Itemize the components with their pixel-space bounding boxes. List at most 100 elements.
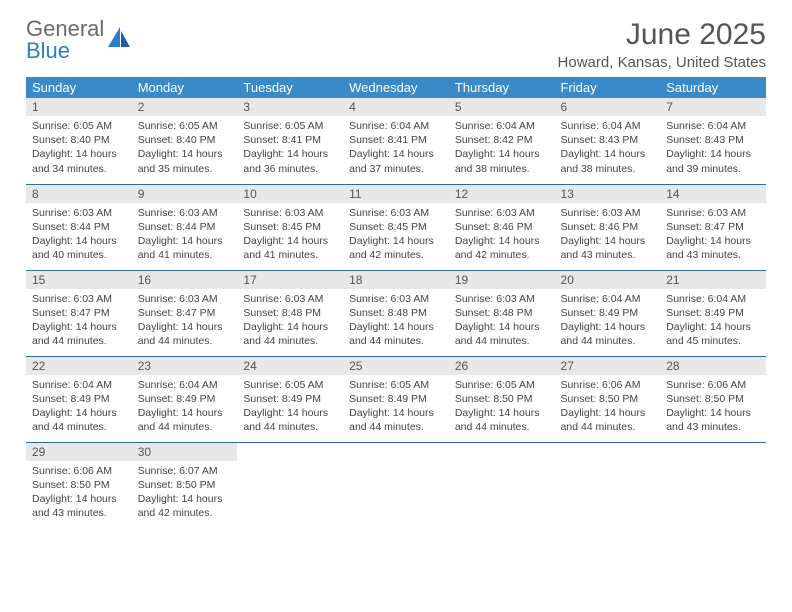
day-details: Sunrise: 6:03 AMSunset: 8:48 PMDaylight:…	[449, 289, 555, 354]
calendar-cell: 2Sunrise: 6:05 AMSunset: 8:40 PMDaylight…	[132, 98, 238, 184]
calendar-cell: 13Sunrise: 6:03 AMSunset: 8:46 PMDayligh…	[555, 184, 661, 270]
calendar-row: 1Sunrise: 6:05 AMSunset: 8:40 PMDaylight…	[26, 98, 766, 184]
day-number: 9	[132, 185, 238, 203]
day-number: 5	[449, 98, 555, 116]
title-block: June 2025 Howard, Kansas, United States	[558, 18, 766, 71]
calendar-cell: 16Sunrise: 6:03 AMSunset: 8:47 PMDayligh…	[132, 270, 238, 356]
day-details: Sunrise: 6:06 AMSunset: 8:50 PMDaylight:…	[555, 375, 661, 440]
calendar-row: 8Sunrise: 6:03 AMSunset: 8:44 PMDaylight…	[26, 184, 766, 270]
day-number: 17	[237, 271, 343, 289]
day-details: Sunrise: 6:06 AMSunset: 8:50 PMDaylight:…	[26, 461, 132, 526]
logo-text-blue: Blue	[26, 38, 70, 63]
calendar-cell: 20Sunrise: 6:04 AMSunset: 8:49 PMDayligh…	[555, 270, 661, 356]
day-details: Sunrise: 6:03 AMSunset: 8:47 PMDaylight:…	[660, 203, 766, 268]
calendar-cell	[555, 442, 661, 528]
day-details: Sunrise: 6:05 AMSunset: 8:40 PMDaylight:…	[132, 116, 238, 181]
calendar-cell: 6Sunrise: 6:04 AMSunset: 8:43 PMDaylight…	[555, 98, 661, 184]
calendar-cell: 14Sunrise: 6:03 AMSunset: 8:47 PMDayligh…	[660, 184, 766, 270]
day-details: Sunrise: 6:03 AMSunset: 8:48 PMDaylight:…	[237, 289, 343, 354]
day-number: 27	[555, 357, 661, 375]
day-details: Sunrise: 6:04 AMSunset: 8:43 PMDaylight:…	[555, 116, 661, 181]
day-number: 30	[132, 443, 238, 461]
day-details: Sunrise: 6:03 AMSunset: 8:46 PMDaylight:…	[449, 203, 555, 268]
day-number: 25	[343, 357, 449, 375]
weekday-header-row: SundayMondayTuesdayWednesdayThursdayFrid…	[26, 77, 766, 98]
day-number: 20	[555, 271, 661, 289]
calendar-cell: 29Sunrise: 6:06 AMSunset: 8:50 PMDayligh…	[26, 442, 132, 528]
calendar-cell: 4Sunrise: 6:04 AMSunset: 8:41 PMDaylight…	[343, 98, 449, 184]
day-number: 12	[449, 185, 555, 203]
day-details: Sunrise: 6:03 AMSunset: 8:47 PMDaylight:…	[132, 289, 238, 354]
day-details: Sunrise: 6:04 AMSunset: 8:49 PMDaylight:…	[26, 375, 132, 440]
day-details: Sunrise: 6:04 AMSunset: 8:42 PMDaylight:…	[449, 116, 555, 181]
day-number: 28	[660, 357, 766, 375]
day-number: 10	[237, 185, 343, 203]
weekday-header: Sunday	[26, 77, 132, 98]
calendar-cell: 22Sunrise: 6:04 AMSunset: 8:49 PMDayligh…	[26, 356, 132, 442]
day-number: 2	[132, 98, 238, 116]
weekday-header: Thursday	[449, 77, 555, 98]
day-number: 7	[660, 98, 766, 116]
calendar-cell: 25Sunrise: 6:05 AMSunset: 8:49 PMDayligh…	[343, 356, 449, 442]
day-number: 19	[449, 271, 555, 289]
day-number: 3	[237, 98, 343, 116]
day-details: Sunrise: 6:03 AMSunset: 8:44 PMDaylight:…	[132, 203, 238, 268]
header: General Blue June 2025 Howard, Kansas, U…	[26, 18, 766, 71]
day-details: Sunrise: 6:04 AMSunset: 8:43 PMDaylight:…	[660, 116, 766, 181]
location-text: Howard, Kansas, United States	[558, 54, 766, 71]
day-number: 23	[132, 357, 238, 375]
day-number: 16	[132, 271, 238, 289]
calendar-cell	[449, 442, 555, 528]
day-details: Sunrise: 6:03 AMSunset: 8:46 PMDaylight:…	[555, 203, 661, 268]
day-number: 21	[660, 271, 766, 289]
calendar-cell: 24Sunrise: 6:05 AMSunset: 8:49 PMDayligh…	[237, 356, 343, 442]
calendar-row: 29Sunrise: 6:06 AMSunset: 8:50 PMDayligh…	[26, 442, 766, 528]
day-details: Sunrise: 6:05 AMSunset: 8:40 PMDaylight:…	[26, 116, 132, 181]
logo: General Blue	[26, 18, 134, 62]
day-details: Sunrise: 6:03 AMSunset: 8:45 PMDaylight:…	[343, 203, 449, 268]
calendar-cell: 3Sunrise: 6:05 AMSunset: 8:41 PMDaylight…	[237, 98, 343, 184]
day-details: Sunrise: 6:06 AMSunset: 8:50 PMDaylight:…	[660, 375, 766, 440]
calendar-cell: 7Sunrise: 6:04 AMSunset: 8:43 PMDaylight…	[660, 98, 766, 184]
day-number: 14	[660, 185, 766, 203]
day-number: 22	[26, 357, 132, 375]
calendar-cell: 28Sunrise: 6:06 AMSunset: 8:50 PMDayligh…	[660, 356, 766, 442]
calendar-cell: 11Sunrise: 6:03 AMSunset: 8:45 PMDayligh…	[343, 184, 449, 270]
calendar-cell: 21Sunrise: 6:04 AMSunset: 8:49 PMDayligh…	[660, 270, 766, 356]
day-details: Sunrise: 6:04 AMSunset: 8:49 PMDaylight:…	[132, 375, 238, 440]
day-number: 6	[555, 98, 661, 116]
calendar-cell: 10Sunrise: 6:03 AMSunset: 8:45 PMDayligh…	[237, 184, 343, 270]
calendar-body: 1Sunrise: 6:05 AMSunset: 8:40 PMDaylight…	[26, 98, 766, 528]
calendar-cell: 1Sunrise: 6:05 AMSunset: 8:40 PMDaylight…	[26, 98, 132, 184]
weekday-header: Monday	[132, 77, 238, 98]
day-details: Sunrise: 6:03 AMSunset: 8:47 PMDaylight:…	[26, 289, 132, 354]
calendar-row: 15Sunrise: 6:03 AMSunset: 8:47 PMDayligh…	[26, 270, 766, 356]
calendar-row: 22Sunrise: 6:04 AMSunset: 8:49 PMDayligh…	[26, 356, 766, 442]
calendar-cell: 17Sunrise: 6:03 AMSunset: 8:48 PMDayligh…	[237, 270, 343, 356]
month-title: June 2025	[558, 18, 766, 52]
calendar-cell: 12Sunrise: 6:03 AMSunset: 8:46 PMDayligh…	[449, 184, 555, 270]
day-details: Sunrise: 6:07 AMSunset: 8:50 PMDaylight:…	[132, 461, 238, 526]
calendar-cell: 9Sunrise: 6:03 AMSunset: 8:44 PMDaylight…	[132, 184, 238, 270]
calendar-cell	[237, 442, 343, 528]
calendar-cell	[660, 442, 766, 528]
calendar-cell: 15Sunrise: 6:03 AMSunset: 8:47 PMDayligh…	[26, 270, 132, 356]
calendar-table: SundayMondayTuesdayWednesdayThursdayFrid…	[26, 77, 766, 528]
day-details: Sunrise: 6:03 AMSunset: 8:45 PMDaylight:…	[237, 203, 343, 268]
day-number: 11	[343, 185, 449, 203]
day-number: 1	[26, 98, 132, 116]
calendar-cell	[343, 442, 449, 528]
weekday-header: Saturday	[660, 77, 766, 98]
day-details: Sunrise: 6:05 AMSunset: 8:49 PMDaylight:…	[237, 375, 343, 440]
day-number: 26	[449, 357, 555, 375]
day-number: 8	[26, 185, 132, 203]
calendar-cell: 23Sunrise: 6:04 AMSunset: 8:49 PMDayligh…	[132, 356, 238, 442]
day-details: Sunrise: 6:04 AMSunset: 8:49 PMDaylight:…	[660, 289, 766, 354]
day-number: 4	[343, 98, 449, 116]
day-number: 24	[237, 357, 343, 375]
weekday-header: Tuesday	[237, 77, 343, 98]
day-details: Sunrise: 6:04 AMSunset: 8:41 PMDaylight:…	[343, 116, 449, 181]
day-number: 18	[343, 271, 449, 289]
calendar-cell: 19Sunrise: 6:03 AMSunset: 8:48 PMDayligh…	[449, 270, 555, 356]
calendar-cell: 30Sunrise: 6:07 AMSunset: 8:50 PMDayligh…	[132, 442, 238, 528]
